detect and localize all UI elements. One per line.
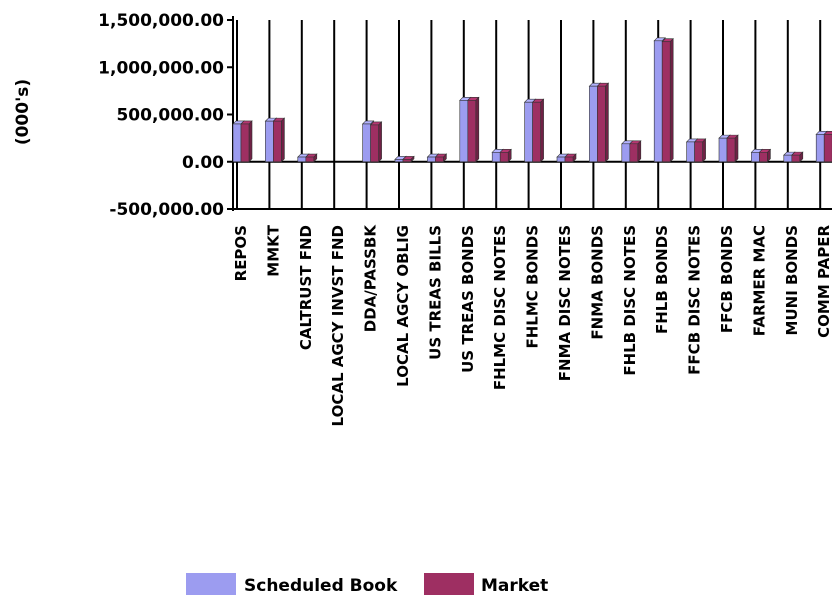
x-category-label: COMM PAPER <box>815 225 832 338</box>
bar-market <box>499 148 512 163</box>
y-tick-label: 1,500,000.00 <box>98 11 224 31</box>
x-category-label: REPOS <box>232 225 250 281</box>
y-axis-ticks: 1,500,000.00 1,000,000.00 500,000.00 0.00 -5… <box>98 11 224 220</box>
y-tick-label: 0.00 <box>182 153 224 173</box>
x-category-label: LOCAL AGCY OBLIG <box>394 225 412 387</box>
plot-area <box>227 16 832 211</box>
bar-market <box>629 140 642 163</box>
bar-market <box>369 121 383 163</box>
bar-market <box>467 96 480 163</box>
x-category-label: MMKT <box>264 224 282 276</box>
x-category-label: MUNI BONDS <box>783 225 801 335</box>
legend: Scheduled Book Market <box>186 573 548 596</box>
y-tick-label: 500,000.00 <box>116 106 224 126</box>
y-tick-label: -500,000.00 <box>109 200 224 220</box>
x-category-label: LOCAL AGCY INVST FND <box>329 225 347 426</box>
x-axis-categories: REPOS MMKT CALTRUST FND LOCAL AGCY INVST FN… <box>232 224 832 427</box>
y-axis-title: (000's) <box>13 79 33 145</box>
x-category-label: FFCB BONDS <box>718 225 736 333</box>
bar-market <box>823 131 832 163</box>
x-category-label: CALTRUST FND <box>297 225 315 350</box>
legend-swatch-market <box>424 573 474 595</box>
legend-label-scheduled-book: Scheduled Book <box>244 576 398 596</box>
bar-market <box>434 153 448 163</box>
bar-market <box>791 151 804 163</box>
x-category-label: FHLMC BONDS <box>524 225 542 349</box>
bar-market <box>564 153 577 163</box>
x-category-label: US TREAS BONDS <box>459 225 477 373</box>
x-category-label: US TREAS BILLS <box>426 225 444 360</box>
x-category-label: FFCB DISC NOTES <box>686 225 704 375</box>
bar-market <box>531 98 545 163</box>
x-category-label: FHLMC DISC NOTES <box>491 225 509 390</box>
x-category-label: FNMA DISC NOTES <box>556 225 574 381</box>
y-tick-label: 1,000,000.00 <box>98 58 224 78</box>
bar-market <box>272 117 286 163</box>
legend-swatch-scheduled-book <box>186 573 236 595</box>
bar-market <box>661 38 674 163</box>
bar-market <box>758 148 772 163</box>
bar-market <box>402 155 415 163</box>
x-category-label: DDA/PASSBK <box>362 224 380 333</box>
legend-label-market: Market <box>481 576 548 596</box>
bar-market <box>596 82 610 163</box>
bar-market <box>693 138 707 163</box>
bar-market <box>240 120 253 163</box>
bar-market <box>305 153 318 163</box>
x-category-label: FNMA BONDS <box>588 225 606 340</box>
x-category-label: FHLB BONDS <box>653 225 671 334</box>
bar-market <box>726 134 739 163</box>
x-category-label: FHLB DISC NOTES <box>621 225 639 376</box>
x-category-label: FARMER MAC <box>750 225 768 336</box>
